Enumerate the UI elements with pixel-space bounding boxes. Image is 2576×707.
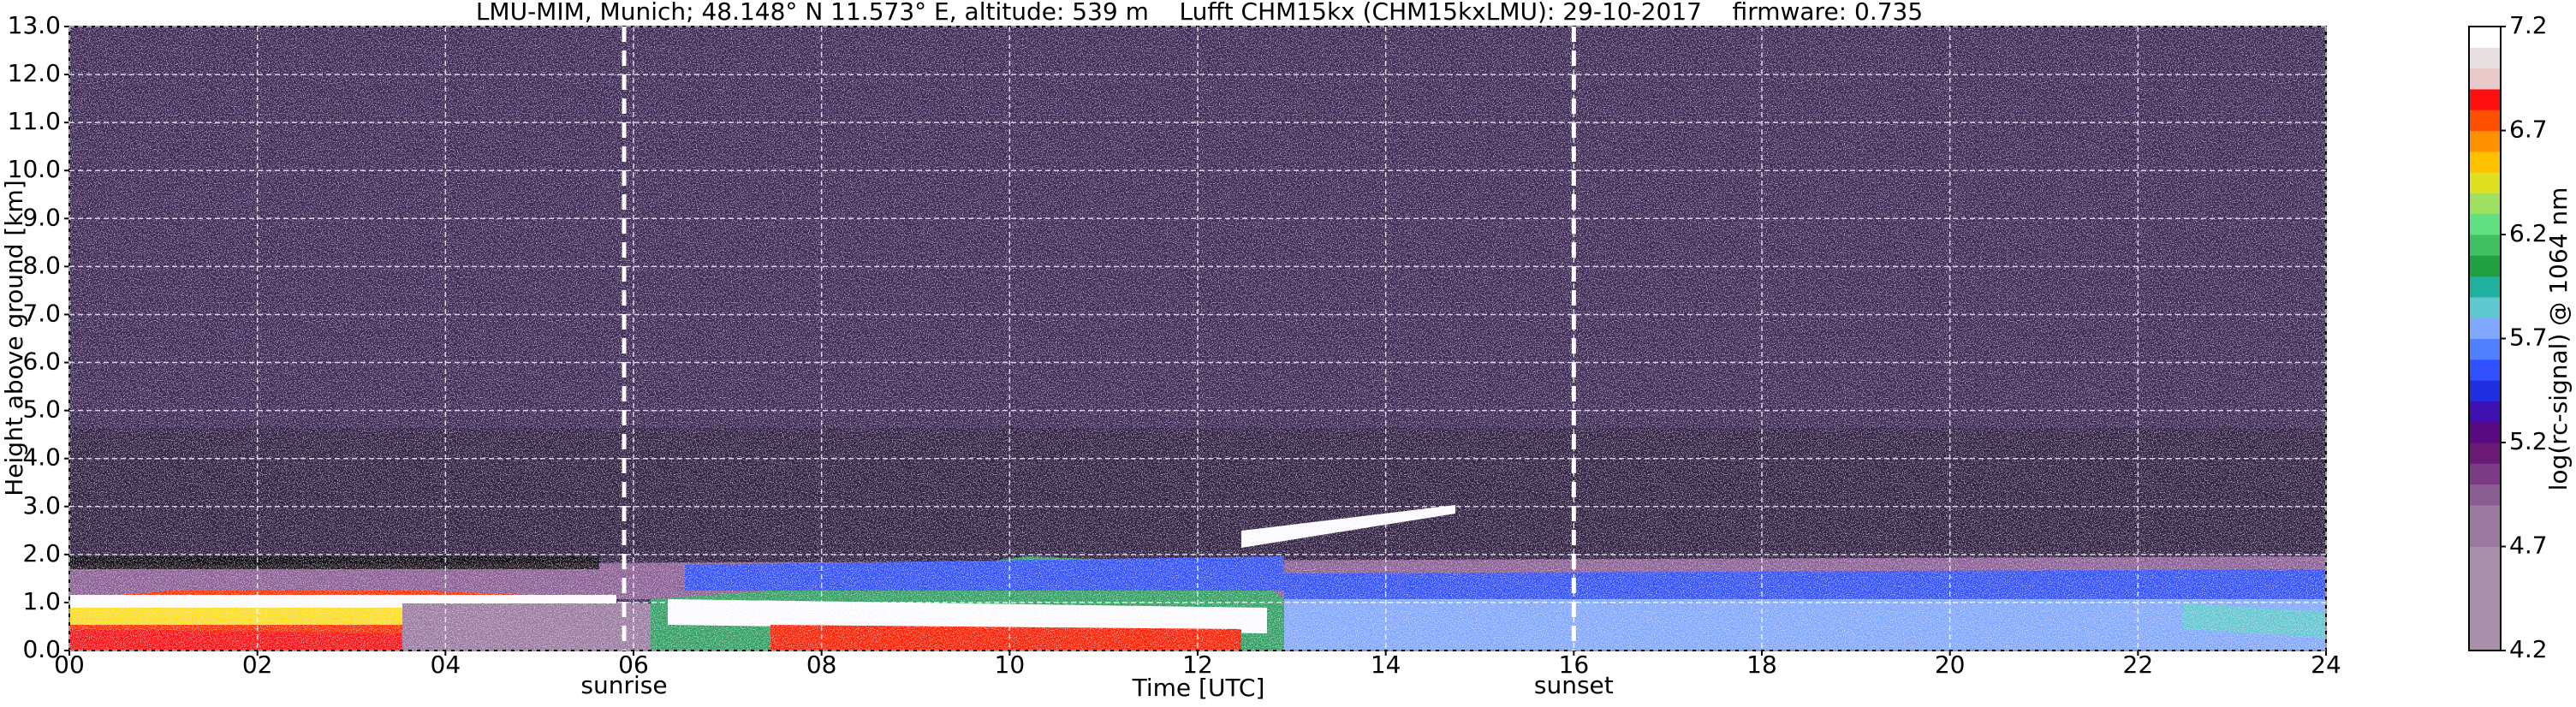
colorbar-band bbox=[2469, 443, 2501, 464]
chart-title: LMU-MIM, Munich; 48.148° N 11.573° E, al… bbox=[476, 0, 1923, 26]
colorbar-tick-label: 7.2 bbox=[2509, 11, 2548, 39]
colorbar-tick-label: 5.7 bbox=[2509, 324, 2548, 352]
colorbar-band bbox=[2469, 68, 2501, 90]
colorbar-band bbox=[2469, 463, 2501, 485]
y-tick-label: 8.0 bbox=[22, 251, 61, 279]
y-tick-label: 9.0 bbox=[22, 203, 61, 231]
colorbar-band bbox=[2469, 380, 2501, 401]
colorbar-tick-label: 4.2 bbox=[2509, 635, 2548, 663]
annotation-label: sunrise bbox=[580, 671, 667, 699]
colorbar-band bbox=[2469, 609, 2501, 631]
y-tick-label: 13.0 bbox=[8, 11, 61, 39]
colorbar-band bbox=[2469, 567, 2501, 589]
y-tick-label: 6.0 bbox=[22, 348, 61, 376]
colorbar-tick-label: 6.7 bbox=[2509, 116, 2548, 144]
colorbar-band bbox=[2469, 255, 2501, 277]
colorbar-band bbox=[2469, 401, 2501, 423]
colorbar-band bbox=[2469, 318, 2501, 339]
colorbar-band bbox=[2469, 193, 2501, 215]
x-axis-title: Time [UTC] bbox=[1132, 674, 1265, 702]
colorbar-band bbox=[2469, 172, 2501, 193]
y-tick-label: 1.0 bbox=[22, 587, 61, 615]
colorbar-tick-label: 4.7 bbox=[2509, 532, 2548, 560]
colorbar-band bbox=[2469, 47, 2501, 69]
colorbar-band bbox=[2469, 110, 2501, 131]
colorbar-band bbox=[2469, 484, 2501, 506]
colorbar-band bbox=[2469, 296, 2501, 318]
colorbar-band bbox=[2469, 235, 2501, 256]
y-tick-label: 11.0 bbox=[8, 107, 61, 135]
colorbar-band bbox=[2469, 88, 2501, 110]
colorbar-band bbox=[2469, 213, 2501, 235]
colorbar-band bbox=[2469, 276, 2501, 298]
colorbar-band bbox=[2469, 27, 2501, 48]
y-tick-label: 5.0 bbox=[22, 395, 61, 424]
colorbar-title: log(rc-signal) @ 1064 nm bbox=[2544, 187, 2573, 491]
y-axis-title: Height above ground [km] bbox=[0, 180, 28, 496]
colorbar-band bbox=[2469, 588, 2501, 609]
y-tick-label: 12.0 bbox=[8, 59, 61, 87]
colorbar-band bbox=[2469, 338, 2501, 360]
y-tick-label: 7.0 bbox=[22, 299, 61, 327]
colorbar-band bbox=[2469, 504, 2501, 526]
y-tick-label: 4.0 bbox=[22, 443, 61, 472]
colorbar-band bbox=[2469, 130, 2501, 152]
annotation-label: sunset bbox=[1534, 671, 1614, 699]
colorbar-tick-label: 5.2 bbox=[2509, 427, 2548, 455]
colorbar-band bbox=[2469, 526, 2501, 547]
colorbar-tick-label: 6.2 bbox=[2509, 219, 2548, 247]
y-tick-label: 3.0 bbox=[22, 491, 61, 520]
colorbar-band bbox=[2469, 546, 2501, 568]
colorbar-band bbox=[2469, 421, 2501, 443]
colorbar-band bbox=[2469, 359, 2501, 381]
colorbar-band bbox=[2469, 151, 2501, 173]
y-tick-label: 2.0 bbox=[22, 539, 61, 567]
y-tick-label: 0.0 bbox=[22, 635, 61, 663]
y-tick-label: 10.0 bbox=[8, 155, 61, 183]
colorbar-band bbox=[2469, 629, 2501, 651]
